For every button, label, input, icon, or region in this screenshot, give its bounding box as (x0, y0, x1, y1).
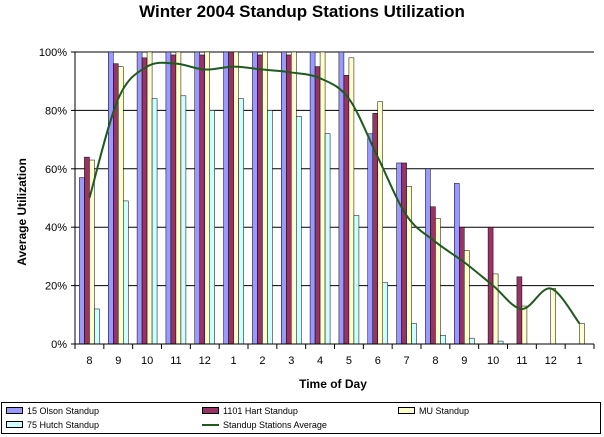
bar-15-olson-standup (252, 51, 258, 345)
y-tick-label: 60% (45, 164, 67, 176)
bar-1101-hart-standup (257, 54, 263, 345)
bar-75-hutch-standup (382, 282, 388, 345)
chart-plot: 0%20%40%60%80%100%8 9 10 11 12 1 2 3 4 5 6 7 8 9 10 11 1… (15, 47, 595, 391)
legend-swatch (398, 407, 415, 414)
bar-mu-standup (492, 273, 499, 345)
bar-1101-hart-standup (199, 54, 205, 345)
bar-75-hutch-standup (353, 215, 360, 345)
bar-75-hutch-standup (209, 110, 215, 345)
bar-75-hutch-standup (180, 95, 187, 345)
x-axis-title: Time of Day (299, 377, 367, 391)
bar-1101-hart-standup (84, 156, 90, 345)
bar-1101-hart-standup (228, 51, 234, 345)
bar-1101-hart-standup (170, 54, 177, 345)
x-tick-label: 10 (487, 355, 499, 367)
x-tick-label: 9 (461, 355, 467, 367)
bar-1101-hart-standup (286, 54, 292, 345)
legend-label: 75 Hutch Standup (27, 420, 100, 430)
bar-1101-hart-standup (314, 66, 321, 345)
bar-1101-hart-standup (430, 206, 436, 345)
bar-15-olson-standup (425, 168, 431, 345)
legend-swatch (6, 421, 23, 428)
bar-mu-standup (435, 218, 441, 345)
bar-mu-standup (521, 305, 528, 345)
y-tick-label: 40% (45, 222, 67, 234)
bar-mu-standup (262, 51, 268, 345)
bar-mu-standup (204, 51, 210, 345)
bar-1101-hart-standup (401, 162, 407, 345)
legend-label: Standup Stations Average (223, 420, 327, 430)
x-tick-label: 8 (86, 355, 92, 367)
x-tick-label: 4 (317, 355, 323, 367)
legend-label: MU Standup (419, 406, 470, 416)
legend: 15 Olson Standup 1101 Hart Standup MU Stan… (1, 402, 601, 434)
x-tick-label: 6 (375, 355, 381, 367)
line-standup-stations-average (88, 61, 581, 325)
bar-15-olson-standup (309, 51, 316, 345)
bar-75-hutch-standup (296, 115, 302, 345)
bar-15-olson-standup (108, 51, 114, 345)
bar-15-olson-standup (396, 162, 402, 345)
x-tick-label: 10 (141, 355, 153, 367)
bar-15-olson-standup (223, 51, 229, 345)
bar-mu-standup (319, 51, 326, 345)
bar-15-olson-standup (338, 51, 345, 345)
x-tick-label: 8 (432, 355, 438, 367)
bar-1101-hart-standup (516, 276, 523, 345)
y-tick-label: 80% (45, 105, 67, 117)
x-tick-label: 9 (115, 355, 121, 367)
x-tick-label: 1 (231, 355, 237, 367)
y-tick-label: 100% (39, 47, 67, 59)
bar-15-olson-standup (454, 183, 460, 345)
bar-mu-standup (377, 101, 383, 345)
x-tick-label: 3 (288, 355, 294, 367)
bar-mu-standup (406, 186, 412, 345)
y-axis-title: Average Utilization (15, 158, 29, 266)
x-tick-label: 1 (577, 355, 583, 367)
bar-mu-standup (291, 51, 297, 345)
bar-15-olson-standup (281, 51, 287, 345)
bar-75-hutch-standup (469, 337, 475, 345)
bar-mu-standup (550, 288, 556, 345)
bar-15-olson-standup (136, 51, 143, 345)
legend-swatch (202, 407, 219, 414)
bar-75-hutch-standup (238, 98, 244, 345)
bar-15-olson-standup (79, 177, 85, 345)
bar-75-hutch-standup (267, 110, 273, 345)
bar-15-olson-standup (367, 133, 373, 345)
legend-swatch (202, 424, 219, 426)
bar-mu-standup (175, 51, 182, 345)
y-tick-label: 20% (45, 281, 67, 293)
bar-mu-standup (118, 66, 124, 345)
x-tick-label: 11 (516, 355, 527, 367)
bar-75-hutch-standup (151, 98, 158, 345)
x-tick-label: 5 (346, 355, 352, 367)
bar-mu-standup (233, 51, 239, 345)
bar-75-hutch-standup (324, 133, 331, 345)
y-tick-label: 0% (51, 339, 67, 351)
bar-15-olson-standup (194, 51, 200, 345)
chart-title: Winter 2004 Standup Stations Utilization (139, 2, 465, 21)
bar-1101-hart-standup (141, 57, 148, 345)
x-tick-label: 12 (199, 355, 211, 367)
bar-mu-standup (146, 51, 153, 345)
x-tick-label: 7 (404, 355, 410, 367)
bar-75-hutch-standup (123, 200, 129, 345)
bar-15-olson-standup (165, 51, 172, 345)
x-tick-label: 2 (259, 355, 265, 367)
legend-label: 15 Olson Standup (27, 406, 100, 416)
bar-75-hutch-standup (94, 308, 100, 345)
x-tick-label: 11 (170, 355, 181, 367)
bar-75-hutch-standup (411, 323, 417, 345)
bar-1101-hart-standup (343, 75, 350, 345)
bar-75-hutch-standup (440, 334, 446, 345)
legend-label: 1101 Hart Standup (223, 406, 298, 416)
legend-swatch (6, 407, 23, 414)
x-tick-label: 12 (545, 355, 557, 367)
bar-mu-standup (579, 323, 585, 345)
bar-1101-hart-standup (459, 226, 465, 345)
